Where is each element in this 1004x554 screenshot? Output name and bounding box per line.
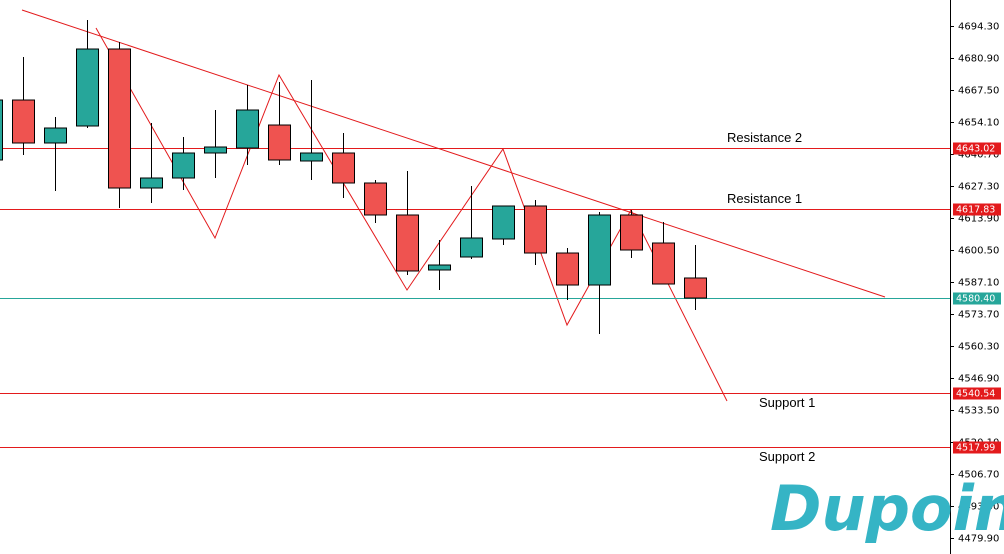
- candle-body: [140, 177, 163, 189]
- price-tag-label: 4643.02: [956, 144, 995, 155]
- candle-body: [652, 242, 675, 285]
- level-label: Support 1: [759, 395, 815, 410]
- candle-body: [396, 214, 419, 272]
- y-tick-label: 4667.50: [958, 86, 999, 97]
- candle-body: [620, 214, 643, 251]
- y-tick-label: 4479.90: [958, 534, 999, 545]
- descending-trendline: [21, 9, 886, 298]
- candle-body: [684, 277, 707, 299]
- y-tick-label: 4694.30: [958, 22, 999, 33]
- logo: Dupoin: [770, 472, 1004, 545]
- y-tick-label: 4493.30: [958, 502, 999, 513]
- price-tag-label: 4580.40: [956, 294, 995, 305]
- y-tick-label: 4627.30: [958, 182, 999, 193]
- candle-body: [268, 124, 291, 161]
- y-tick-label: 4573.70: [958, 310, 999, 321]
- y-tick-label: 4654.10: [958, 118, 999, 129]
- candle-body: [588, 214, 611, 286]
- y-tick-label: 4560.30: [958, 342, 999, 353]
- level-label: Resistance 1: [727, 191, 802, 206]
- candle-body: [108, 48, 131, 189]
- price-tag-label: 4617.83: [956, 205, 995, 216]
- y-tick-label: 4680.90: [958, 54, 999, 65]
- y-tick-label: 4506.70: [958, 470, 999, 481]
- candle-body: [76, 48, 99, 127]
- candle-body: [332, 152, 355, 184]
- y-tick-label: 4600.50: [958, 246, 999, 257]
- y-tick-label: 4640.70: [958, 150, 999, 161]
- y-tick-label: 4546.90: [958, 374, 999, 385]
- candle-body: [12, 99, 35, 144]
- candle-body: [204, 146, 227, 154]
- candle-body: [524, 205, 547, 254]
- candle-body: [364, 182, 387, 216]
- price-tag-label: 4540.54: [956, 389, 995, 400]
- candle-body: [0, 99, 3, 161]
- price-tag: [953, 441, 1001, 454]
- price-tag-label: 4517.99: [956, 443, 995, 454]
- y-tick-label: 4587.10: [958, 278, 999, 289]
- candle-body: [428, 264, 451, 271]
- candle-body: [236, 109, 259, 149]
- level-label: Resistance 2: [727, 130, 802, 145]
- candle-body: [460, 237, 483, 258]
- y-tick-label: 4613.90: [958, 214, 999, 225]
- price-tag: [953, 292, 1001, 305]
- price-tag: [953, 142, 1001, 155]
- level-label: Support 2: [759, 449, 815, 464]
- candle-body: [492, 205, 515, 240]
- candle-body: [556, 252, 579, 286]
- candle-body: [300, 152, 323, 162]
- price-tag: [953, 387, 1001, 400]
- candle-body: [44, 127, 67, 144]
- candle-body: [172, 152, 195, 179]
- price-tag: [953, 203, 1001, 216]
- y-tick-label: 4533.50: [958, 406, 999, 417]
